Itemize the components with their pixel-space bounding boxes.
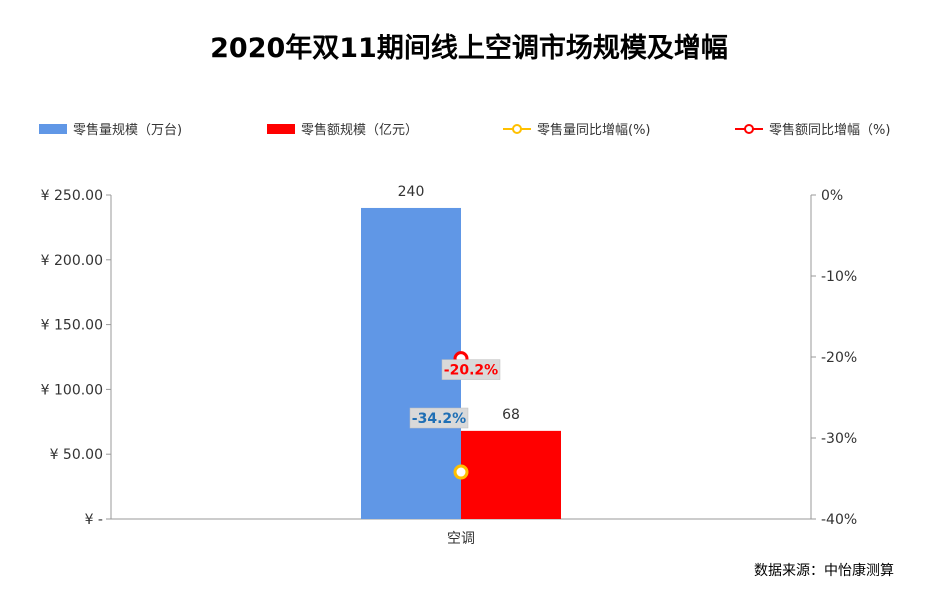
legend-label: 零售额规模（亿元） <box>301 123 419 138</box>
y-left-tick-label: ¥ 150.00 <box>41 318 103 334</box>
legend-swatch-red <box>267 123 295 134</box>
y-left-tick-label: ¥ 200.00 <box>41 253 103 269</box>
legend-item-sales-volume: 零售量规模（万台) <box>39 119 182 138</box>
bar-1 <box>461 430 561 519</box>
legend: 零售量规模（万台) 零售额规模（亿元） 零售量同比增幅(%) 零售额同比增幅（%… <box>0 119 938 139</box>
legend-label: 零售额同比增幅（%) <box>769 123 891 138</box>
y-right-tick-label: -40% <box>821 512 857 528</box>
y-left-tick-label: ¥ 100.00 <box>41 382 103 398</box>
line-data-label-volume-box <box>409 407 469 429</box>
legend-item-sales-value: 零售额规模（亿元） <box>267 119 418 138</box>
y-right-tick-label: -20% <box>821 350 857 366</box>
y-right-tick-label: 0% <box>821 188 843 204</box>
line-data-label-value: -20.2% <box>444 363 498 379</box>
source-note: 数据来源：中怡康测算 <box>754 563 894 579</box>
legend-label: 零售量同比增幅(%) <box>537 123 651 138</box>
x-tick-label: 空调 <box>447 531 475 547</box>
y-left-tick-label: ¥ 50.00 <box>50 447 103 463</box>
legend-line-marker-icon <box>503 123 531 135</box>
y-left-tick-label: ¥ 250.00 <box>41 188 103 204</box>
y-right-tick-label: -10% <box>821 269 857 285</box>
legend-item-value-growth: 零售额同比增幅（%) <box>735 119 890 138</box>
legend-swatch-blue <box>39 123 67 134</box>
bar-data-label: 68 <box>502 407 520 423</box>
line-data-label-value-box <box>441 359 501 380</box>
chart-title: 2020年双11期间线上空调市场规模及增幅 <box>210 33 728 64</box>
legend-label: 零售量规模（万台) <box>73 123 183 138</box>
legend-line-marker-icon <box>735 123 763 135</box>
y-right-tick-label: -30% <box>821 431 857 447</box>
legend-item-volume-growth: 零售量同比增幅(%) <box>503 119 651 138</box>
bar-data-label: 240 <box>398 184 425 200</box>
line-data-label-volume: -34.2% <box>412 411 466 427</box>
y-left-tick-label: ¥ - <box>85 512 103 528</box>
line-point-0 <box>453 464 469 480</box>
